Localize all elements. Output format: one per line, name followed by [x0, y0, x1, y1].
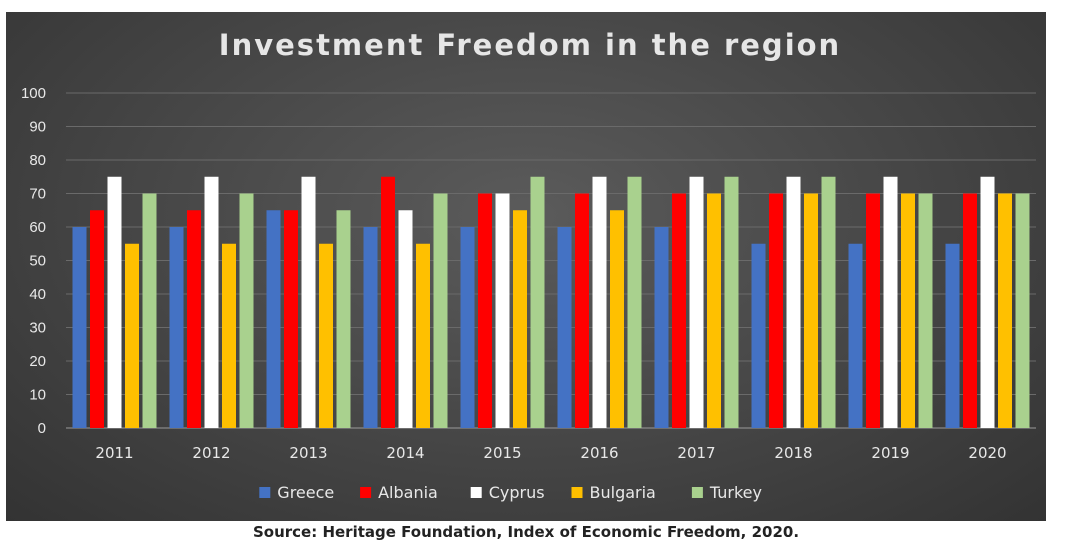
- bar-turkey-2011: [142, 193, 157, 428]
- legend-swatch-cyprus: [470, 487, 482, 498]
- bar-bulgaria-2013: [319, 243, 333, 428]
- bar-bulgaria-2012: [222, 243, 236, 428]
- bar-bulgaria-2017: [707, 193, 721, 428]
- x-tick-label: 2013: [289, 444, 327, 462]
- bar-greece-2014: [363, 227, 378, 428]
- bar-greece-2011: [72, 227, 87, 428]
- chart-panel: Investment Freedom in the region 0 10 20 30…: [6, 12, 1046, 521]
- bar-albania-2015: [478, 193, 492, 428]
- bar-bulgaria-2019: [901, 193, 915, 428]
- bar-greece-2017: [654, 227, 669, 428]
- x-tick-label: 2015: [483, 444, 521, 462]
- x-tick-label: 2020: [968, 444, 1006, 462]
- legend-label-albania: Albania: [378, 483, 438, 502]
- x-tick-label: 2012: [192, 444, 230, 462]
- bar-albania-2018: [769, 193, 783, 428]
- bar-cyprus-2011: [107, 176, 122, 428]
- legend-swatch-turkey: [691, 487, 703, 498]
- y-tick-label: 60: [29, 219, 46, 236]
- bar-greece-2020: [945, 243, 960, 428]
- y-tick-label: 40: [29, 286, 46, 303]
- bar-turkey-2012: [239, 193, 254, 428]
- legend-label-cyprus: Cyprus: [489, 483, 545, 502]
- bar-cyprus-2020: [980, 176, 995, 428]
- bar-albania-2011: [90, 210, 104, 428]
- legend-swatch-greece: [259, 487, 271, 498]
- legend-label-turkey: Turkey: [709, 483, 762, 502]
- bar-greece-2012: [169, 227, 184, 428]
- bar-albania-2020: [963, 193, 977, 428]
- investment-freedom-chart: Investment Freedom in the region 0 10 20 30…: [21, 28, 1036, 502]
- legend: Greece Albania Cyprus Bulgaria Turkey: [259, 483, 762, 502]
- bar-albania-2016: [575, 193, 589, 428]
- y-tick-label: 80: [29, 152, 46, 169]
- bar-turkey-2019: [918, 193, 933, 428]
- x-tick-label: 2011: [95, 444, 133, 462]
- bar-albania-2017: [672, 193, 686, 428]
- bar-cyprus-2019: [883, 176, 898, 428]
- bar-greece-2019: [848, 243, 863, 428]
- bar-turkey-2018: [821, 176, 836, 428]
- bar-cyprus-2018: [786, 176, 801, 428]
- bars: [72, 176, 1030, 428]
- y-tick-label: 30: [29, 320, 46, 337]
- bar-albania-2014: [381, 176, 395, 428]
- bar-turkey-2015: [530, 176, 545, 428]
- y-tick-label: 50: [29, 253, 46, 270]
- bar-cyprus-2012: [204, 176, 219, 428]
- bar-cyprus-2017: [689, 176, 704, 428]
- x-axis-ticks: 2011 2012 2013 2014 2015 2016 2017 2018 2019 2020: [95, 444, 1006, 462]
- bar-bulgaria-2020: [998, 193, 1012, 428]
- bar-turkey-2016: [627, 176, 642, 428]
- bar-turkey-2020: [1015, 193, 1030, 428]
- y-axis-ticks: 0 10 20 30 40 50 60 70 80 90 100: [21, 85, 46, 437]
- bar-cyprus-2016: [592, 176, 607, 428]
- y-tick-label: 0: [38, 420, 46, 437]
- bar-bulgaria-2018: [804, 193, 818, 428]
- legend-label-bulgaria: Bulgaria: [590, 483, 656, 502]
- y-tick-label: 70: [29, 186, 46, 203]
- chart-title: Investment Freedom in the region: [219, 28, 841, 62]
- bar-bulgaria-2014: [416, 243, 430, 428]
- bar-greece-2018: [751, 243, 766, 428]
- y-tick-label: 10: [29, 387, 46, 404]
- y-tick-label: 100: [21, 85, 46, 102]
- bar-bulgaria-2015: [513, 210, 527, 428]
- bar-albania-2013: [284, 210, 298, 428]
- legend-swatch-bulgaria: [571, 487, 583, 498]
- x-tick-label: 2018: [774, 444, 812, 462]
- x-tick-label: 2016: [580, 444, 618, 462]
- bar-turkey-2017: [724, 176, 739, 428]
- bar-bulgaria-2016: [610, 210, 624, 428]
- bar-albania-2012: [187, 210, 201, 428]
- bar-greece-2013: [266, 210, 281, 428]
- bar-cyprus-2013: [301, 176, 316, 428]
- x-tick-label: 2019: [871, 444, 909, 462]
- x-tick-label: 2017: [677, 444, 715, 462]
- legend-label-greece: Greece: [277, 483, 334, 502]
- source-note: Source: Heritage Foundation, Index of Ec…: [252, 523, 800, 541]
- bar-cyprus-2014: [398, 210, 413, 428]
- bar-greece-2016: [557, 227, 572, 428]
- legend-swatch-albania: [360, 487, 372, 498]
- bar-greece-2015: [460, 227, 475, 428]
- bar-albania-2019: [866, 193, 880, 428]
- bar-turkey-2014: [433, 193, 448, 428]
- y-tick-label: 90: [29, 119, 46, 136]
- bar-turkey-2013: [336, 210, 351, 428]
- y-tick-label: 20: [29, 353, 46, 370]
- bar-bulgaria-2011: [125, 243, 139, 428]
- bar-cyprus-2015: [495, 193, 510, 428]
- x-tick-label: 2014: [386, 444, 424, 462]
